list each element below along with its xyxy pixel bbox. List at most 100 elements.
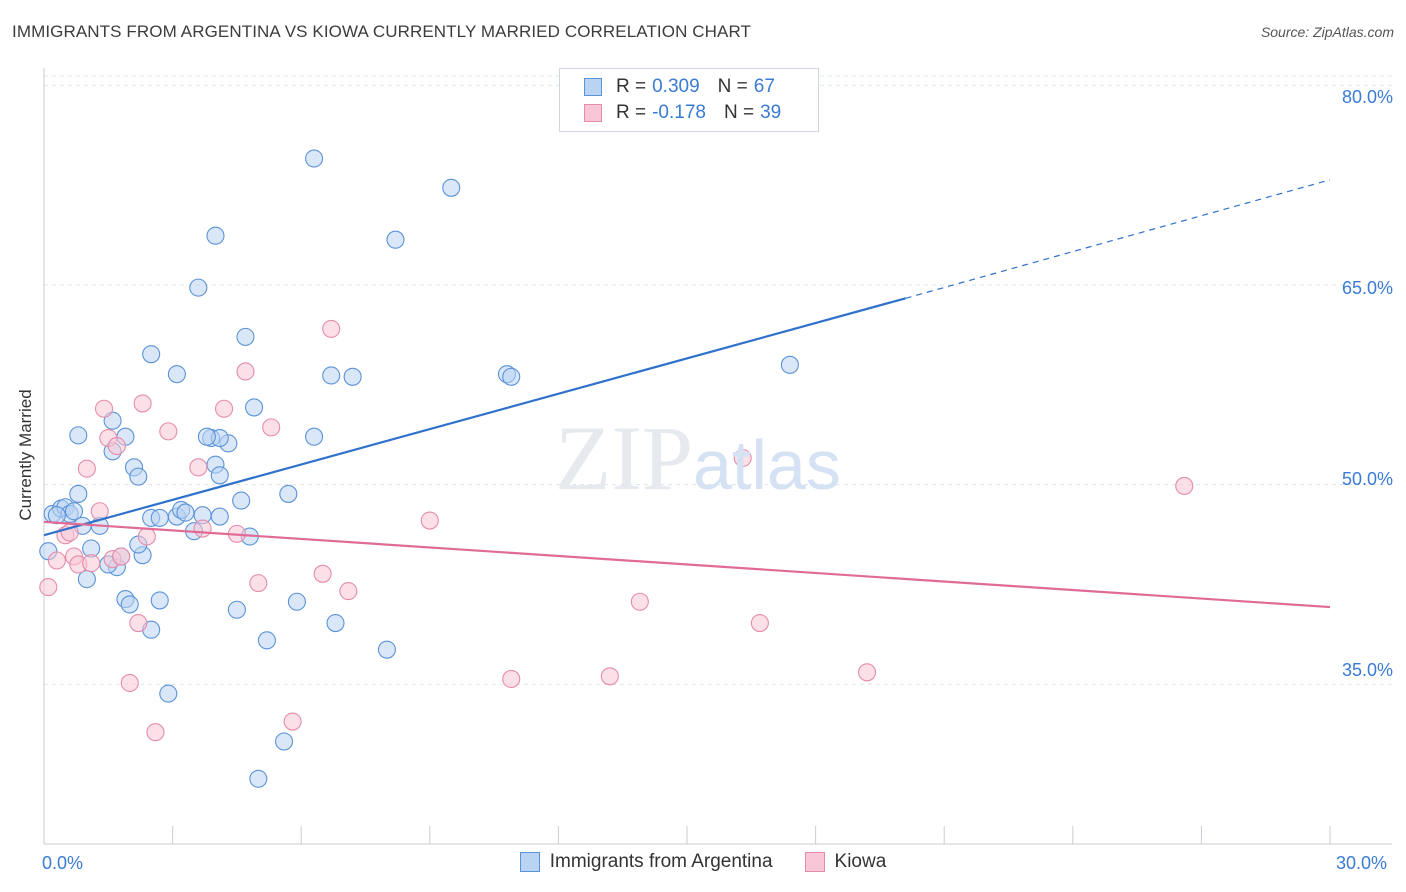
argentina-point — [232, 491, 251, 510]
kiowa-point — [236, 362, 255, 381]
argentina-point — [69, 484, 88, 503]
argentina-point — [386, 230, 405, 249]
kiowa-point — [1175, 476, 1194, 496]
argentina-point — [227, 600, 246, 619]
n-value: 67 — [753, 76, 775, 97]
kiowa-point — [107, 436, 126, 456]
argentina-point — [47, 506, 66, 525]
argentina-point — [275, 732, 294, 751]
argentina-point — [210, 466, 229, 485]
kiowa-point — [129, 613, 148, 633]
kiowa-point — [750, 613, 769, 633]
argentina-point — [326, 613, 345, 633]
kiowa-point — [189, 458, 208, 477]
kiowa-point — [283, 712, 302, 731]
argentina-point — [176, 503, 195, 522]
kiowa-point — [47, 551, 66, 570]
kiowa-point — [339, 582, 358, 601]
source-credit: Source: ZipAtlas.com — [1260, 24, 1394, 40]
argentina-point — [120, 595, 139, 614]
kiowa-point — [193, 519, 212, 538]
y-axis-label: Currently Married — [16, 389, 35, 521]
kiowa-trend-line — [43, 520, 1331, 609]
argentina-point — [442, 178, 461, 197]
kiowa-point — [249, 574, 268, 593]
argentina-point — [343, 367, 362, 386]
argentina-point — [279, 484, 298, 503]
x-tick-label: 0.0% — [42, 853, 84, 873]
argentina-point — [142, 345, 161, 364]
watermark-zip: ZIP — [555, 407, 693, 509]
watermark: ZIPatlas — [555, 405, 841, 511]
kiowa-point — [502, 669, 521, 689]
argentina-trend-line — [43, 297, 906, 537]
kiowa-point — [733, 448, 752, 468]
kiowa-point — [630, 592, 649, 611]
kiowa-point — [420, 511, 439, 530]
kiowa-point — [262, 418, 281, 437]
argentina-point — [206, 226, 225, 245]
argentina-point — [502, 367, 521, 386]
kiowa-point — [94, 399, 114, 418]
argentina-point — [129, 467, 148, 486]
argentina-point — [322, 366, 341, 385]
blue-swatch-icon — [519, 852, 540, 872]
argentina-point — [305, 149, 324, 168]
argentina-point — [249, 769, 268, 788]
legend-item-kiowa: Kiowa — [804, 851, 887, 873]
argentina-point — [150, 591, 169, 610]
argentina-point — [150, 508, 169, 527]
kiowa-point — [313, 564, 332, 583]
kiowa-point — [39, 578, 58, 597]
kiowa-point — [322, 319, 341, 338]
kiowa-point — [82, 554, 101, 573]
n-label: N = — [717, 76, 748, 97]
kiowa-point — [77, 459, 96, 478]
y-tick-label: 65.0% — [1341, 278, 1393, 298]
argentina-point — [287, 592, 306, 611]
r-value: -0.178 — [652, 102, 706, 123]
pink-swatch-icon — [804, 852, 825, 872]
kiowa-point — [112, 547, 131, 566]
r-value: 0.309 — [652, 76, 700, 97]
argentina-point — [780, 355, 799, 374]
argentina-point — [159, 684, 178, 703]
blue-swatch-icon — [584, 78, 602, 96]
y-tick-label: 80.0% — [1341, 87, 1393, 107]
legend-row-kiowa: R = -0.178 N = 39 — [584, 101, 781, 125]
pink-swatch-icon — [584, 104, 602, 122]
series-legend: Immigrants from Argentina Kiowa — [0, 851, 1406, 873]
argentina-point — [77, 570, 96, 589]
argentina-point — [244, 398, 264, 417]
kiowa-point — [214, 399, 234, 418]
argentina-point — [167, 365, 186, 384]
kiowa-point — [159, 422, 178, 441]
legend-row-argentina: R = 0.309 N = 67 — [584, 75, 775, 99]
kiowa-point — [600, 667, 619, 686]
argentina-point — [236, 327, 255, 346]
argentina-point — [305, 427, 324, 446]
legend-label: Immigrants from Argentina — [549, 851, 773, 872]
kiowa-point — [146, 723, 165, 742]
x-tick-label: 30.0% — [1336, 853, 1388, 873]
legend-label: Kiowa — [834, 851, 887, 872]
y-tick-label: 50.0% — [1341, 469, 1393, 489]
argentina-point — [197, 427, 216, 446]
stats-legend: R = 0.309 N = 67 R = -0.178 N = 39 — [559, 68, 819, 132]
r-label: R = — [616, 76, 647, 97]
kiowa-point — [137, 527, 156, 546]
argentina-trend-extension — [905, 179, 1331, 299]
r-label: R = — [616, 102, 647, 123]
n-value: 39 — [760, 102, 782, 123]
argentina-point — [377, 640, 396, 659]
watermark-atlas: atlas — [693, 426, 841, 504]
argentina-point — [210, 507, 229, 526]
argentina-point — [64, 502, 84, 521]
argentina-point — [189, 278, 208, 297]
argentina-point — [257, 631, 276, 650]
legend-item-argentina: Immigrants from Argentina — [519, 851, 773, 873]
y-tick-label: 35.0% — [1341, 660, 1393, 680]
argentina-point — [69, 426, 88, 445]
kiowa-point — [857, 663, 877, 682]
